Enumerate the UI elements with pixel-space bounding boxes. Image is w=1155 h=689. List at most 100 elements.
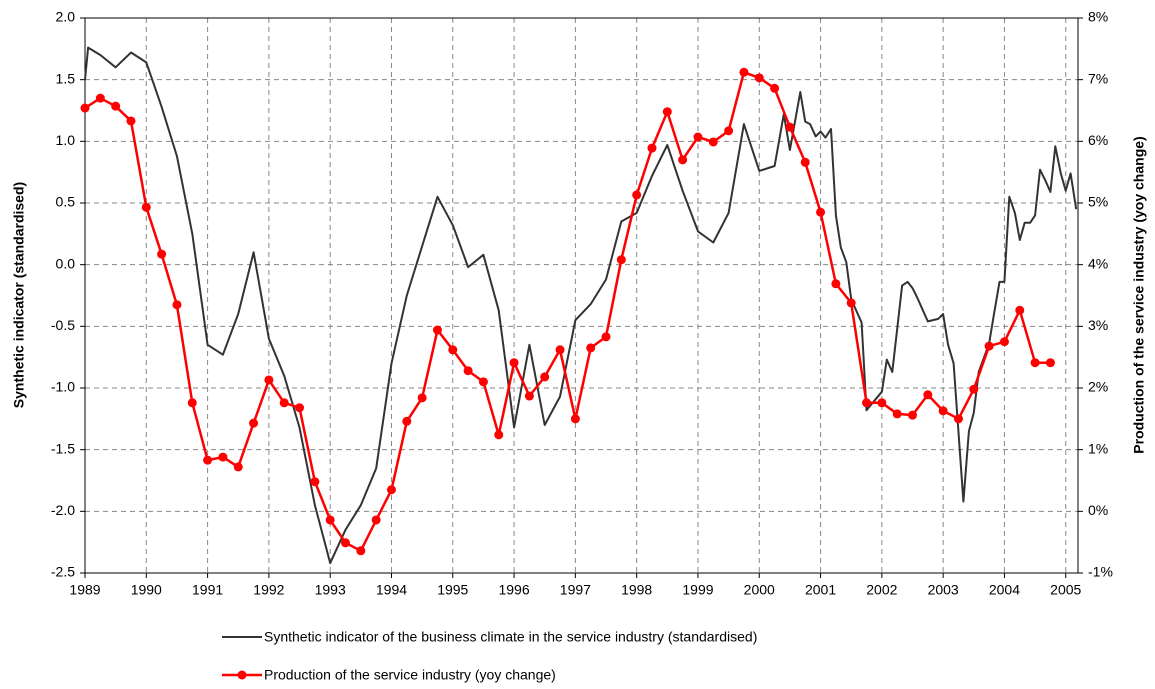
series-line — [84, 46, 1078, 565]
data-point — [310, 477, 320, 487]
y-tick-label: -1.5 — [51, 440, 75, 456]
data-point — [233, 462, 243, 472]
x-tick-label: 1995 — [437, 582, 468, 598]
data-point — [969, 384, 979, 394]
data-point — [739, 67, 749, 77]
plot-frame — [84, 17, 1079, 574]
x-tick-label: 2004 — [989, 582, 1020, 598]
x-tick-label: 1992 — [253, 582, 284, 598]
data-point — [632, 190, 642, 200]
data-point — [923, 390, 933, 400]
data-point — [570, 414, 580, 424]
legend-label: Synthetic indicator of the business clim… — [264, 629, 757, 645]
data-point — [938, 406, 948, 416]
y-tick-label: 2.0 — [56, 9, 76, 25]
data-point — [601, 332, 611, 342]
x-tick-label: 2001 — [805, 582, 836, 598]
data-point — [494, 430, 504, 440]
data-point — [279, 398, 289, 408]
y2-tick-label: -1% — [1088, 564, 1113, 580]
data-point — [325, 515, 335, 525]
data-point — [1030, 358, 1040, 368]
data-point — [524, 391, 534, 401]
data-point — [724, 126, 734, 136]
y2-tick-label: 3% — [1088, 317, 1108, 333]
data-point — [984, 341, 994, 351]
data-point — [111, 101, 121, 111]
x-tick-label: 1999 — [682, 582, 713, 598]
data-point — [892, 409, 902, 419]
x-tick-label: 1990 — [131, 582, 162, 598]
y2-tick-label: 0% — [1088, 502, 1108, 518]
y2-tick-label: 6% — [1088, 132, 1108, 148]
data-point — [770, 83, 780, 93]
data-point — [908, 410, 917, 420]
data-point — [432, 325, 442, 335]
data-point — [708, 137, 718, 147]
y-tick-label: -1.0 — [51, 379, 75, 395]
x-tick-label: 1996 — [498, 582, 529, 598]
y2-tick-label: 8% — [1088, 9, 1108, 25]
data-point — [417, 393, 427, 403]
data-point — [203, 455, 213, 465]
y2-tick-label: 7% — [1088, 70, 1108, 86]
data-point — [264, 375, 274, 385]
data-point — [172, 300, 182, 310]
x-tick-label: 1993 — [315, 582, 346, 598]
data-point — [1045, 358, 1055, 368]
x-tick-label: 2002 — [866, 582, 897, 598]
x-tick-label: 2005 — [1050, 582, 1081, 598]
data-point — [616, 255, 626, 265]
y-tick-label: 1.0 — [56, 132, 76, 148]
data-point — [1015, 305, 1025, 315]
data-point — [80, 103, 90, 113]
data-point — [402, 416, 412, 426]
data-point — [356, 546, 366, 556]
data-point — [386, 485, 396, 495]
y2-tick-label: 5% — [1088, 194, 1108, 210]
data-point — [647, 143, 657, 153]
data-point — [463, 366, 473, 376]
data-point — [953, 414, 963, 424]
x-tick-label: 1998 — [621, 582, 652, 598]
data-point — [95, 93, 105, 103]
series-line — [84, 71, 1051, 553]
data-point — [157, 249, 167, 259]
y2-tick-label: 4% — [1088, 255, 1108, 271]
x-tick-label: 2000 — [744, 582, 775, 598]
x-tick-label: 2003 — [928, 582, 959, 598]
data-point — [126, 116, 136, 126]
y-tick-label: 0.5 — [56, 194, 76, 210]
y-axis-title: Synthetic indicator (standardised) — [11, 182, 27, 408]
data-point — [678, 155, 688, 165]
legend-marker — [237, 670, 247, 680]
data-point — [509, 358, 519, 368]
data-point — [816, 207, 826, 217]
data-point — [800, 157, 810, 167]
data-point — [218, 452, 228, 462]
data-point — [249, 418, 259, 428]
data-point — [662, 107, 672, 117]
x-tick-label: 1991 — [192, 582, 223, 598]
y2-axis-title: Production of the service industry (yoy … — [1131, 136, 1147, 453]
data-point — [295, 403, 305, 413]
x-tick-label: 1994 — [376, 582, 407, 598]
data-point — [693, 132, 703, 142]
data-point — [555, 345, 565, 355]
data-point — [540, 372, 550, 382]
x-tick-label: 1989 — [69, 582, 100, 598]
y2-tick-label: 1% — [1088, 440, 1108, 456]
data-point — [341, 538, 351, 548]
data-point — [586, 343, 596, 353]
data-point — [141, 202, 151, 212]
data-point — [785, 122, 795, 132]
y-tick-label: 1.5 — [56, 70, 76, 86]
data-point — [846, 298, 856, 308]
data-point — [862, 398, 872, 408]
data-point — [754, 73, 764, 83]
data-point — [999, 337, 1009, 347]
data-point — [831, 279, 841, 289]
y2-tick-label: 2% — [1088, 379, 1108, 395]
